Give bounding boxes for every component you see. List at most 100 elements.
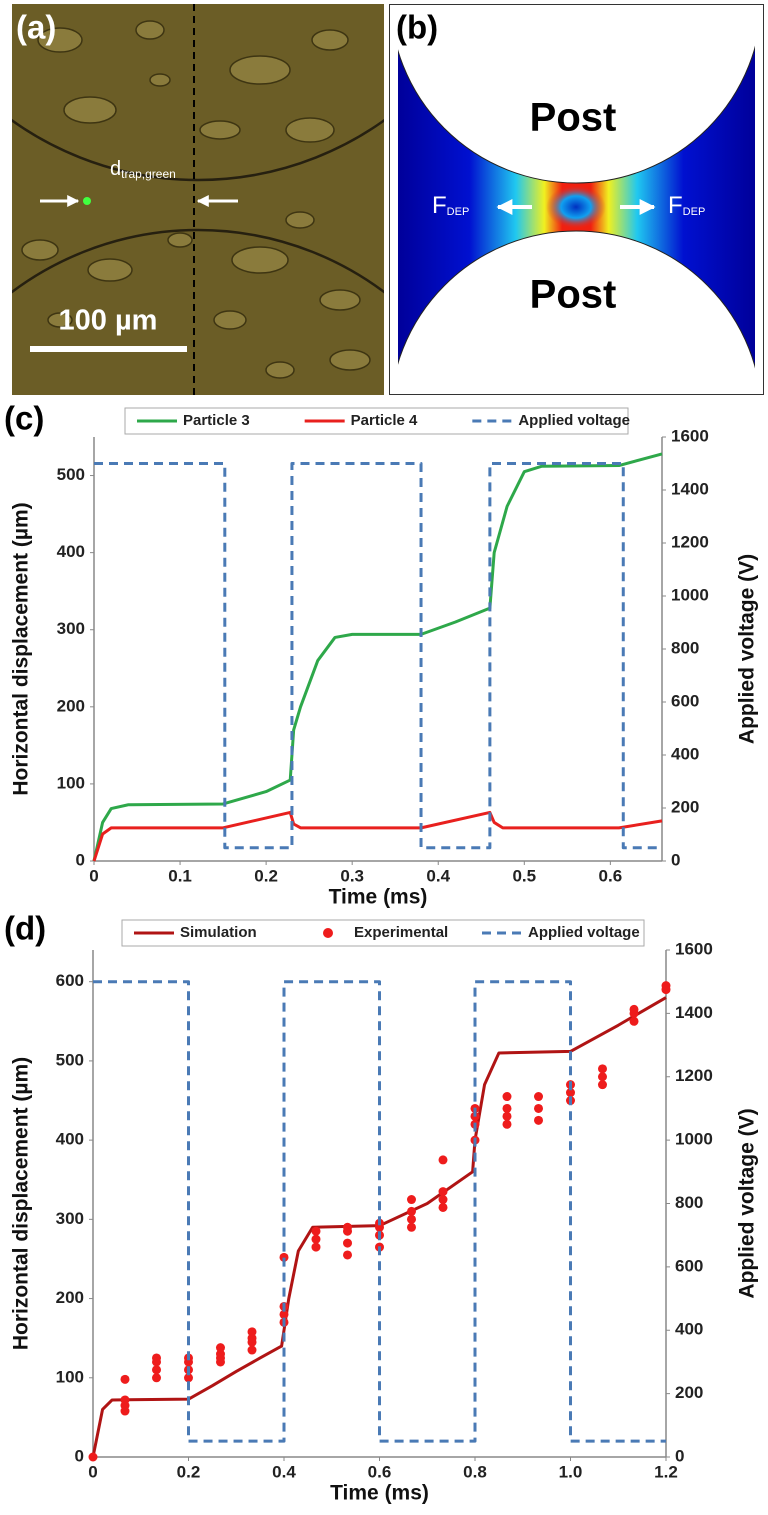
panel-label: (b) bbox=[396, 9, 438, 46]
y2-tick-label: 800 bbox=[671, 638, 699, 657]
data-point bbox=[502, 1103, 512, 1113]
data-point bbox=[152, 1373, 162, 1383]
data-point bbox=[566, 1088, 575, 1098]
data-point bbox=[215, 1343, 225, 1353]
scale-bar bbox=[30, 346, 187, 352]
data-point bbox=[438, 1202, 448, 1212]
x-tick-label: 1.2 bbox=[654, 1462, 678, 1481]
panel-label: (d) bbox=[4, 910, 46, 947]
y2-tick-label: 1200 bbox=[675, 1066, 713, 1085]
data-point bbox=[247, 1345, 257, 1355]
y-tick-label: 500 bbox=[57, 465, 85, 484]
data-point bbox=[247, 1327, 257, 1337]
data-point bbox=[438, 1195, 448, 1205]
particle bbox=[83, 197, 91, 205]
data-point bbox=[597, 1072, 607, 1082]
data-point bbox=[311, 1234, 321, 1244]
data-point bbox=[534, 1115, 544, 1125]
y-axis-title: Horizontal displacement (µm) bbox=[10, 502, 33, 795]
y2-tick-label: 1200 bbox=[671, 532, 709, 551]
y2-tick-label: 800 bbox=[675, 1193, 703, 1212]
data-point bbox=[502, 1092, 512, 1102]
data-point bbox=[311, 1242, 321, 1252]
data-point bbox=[629, 1004, 639, 1014]
x-tick-label: 0.2 bbox=[177, 1462, 201, 1481]
x-tick-label: 0.4 bbox=[426, 866, 450, 885]
legend-label: Applied voltage bbox=[528, 924, 640, 941]
data-point bbox=[343, 1222, 353, 1232]
series-line bbox=[92, 810, 663, 862]
x-axis-title: Time (ms) bbox=[329, 886, 428, 909]
data-point bbox=[343, 1250, 353, 1260]
x-axis-title: Time (ms) bbox=[330, 1482, 429, 1505]
post-label: Post bbox=[530, 96, 617, 140]
y2-tick-label: 0 bbox=[671, 850, 680, 869]
data-point bbox=[406, 1214, 416, 1224]
subscript: DEP bbox=[447, 206, 470, 218]
y-tick-label: 200 bbox=[57, 696, 85, 715]
data-point bbox=[406, 1222, 416, 1232]
y2-tick-label: 600 bbox=[671, 691, 699, 710]
data-point bbox=[88, 1452, 98, 1462]
scale-label: 100 µm bbox=[59, 305, 158, 337]
data-point bbox=[406, 1206, 416, 1216]
y-tick-label: 500 bbox=[56, 1050, 84, 1069]
y-tick-label: 200 bbox=[56, 1288, 84, 1307]
y2-axis-title: Applied voltage (V) bbox=[736, 554, 759, 744]
data-point bbox=[406, 1195, 416, 1205]
data-point bbox=[279, 1309, 289, 1319]
legend-box bbox=[124, 407, 629, 435]
data-point bbox=[152, 1353, 162, 1363]
x-tick-label: 0.5 bbox=[512, 866, 536, 885]
panel-label: (a) bbox=[16, 9, 56, 46]
y-tick-label: 0 bbox=[76, 850, 85, 869]
x-tick-label: 0.2 bbox=[254, 866, 278, 885]
data-point bbox=[279, 1252, 289, 1262]
y-tick-label: 0 bbox=[75, 1446, 84, 1465]
data-point bbox=[597, 1080, 607, 1090]
legend-swatch bbox=[323, 928, 333, 938]
field-spot bbox=[546, 185, 606, 229]
post-outline bbox=[12, 228, 384, 294]
y2-tick-label: 200 bbox=[675, 1383, 703, 1402]
x-tick-label: 0.6 bbox=[599, 866, 623, 885]
data-point bbox=[152, 1365, 162, 1375]
y-tick-label: 300 bbox=[56, 1209, 84, 1228]
y2-tick-label: 1400 bbox=[671, 479, 709, 498]
data-point bbox=[661, 981, 671, 991]
data-point bbox=[534, 1103, 544, 1113]
series-line bbox=[92, 452, 663, 862]
data-point bbox=[534, 1092, 544, 1102]
subscript: trap,green bbox=[121, 167, 176, 181]
y2-tick-label: 400 bbox=[675, 1320, 703, 1339]
data-point bbox=[597, 1064, 607, 1074]
x-tick-label: 0.8 bbox=[463, 1462, 487, 1481]
y-tick-label: 100 bbox=[57, 773, 85, 792]
post-label: Post bbox=[530, 273, 617, 317]
data-point bbox=[502, 1119, 512, 1129]
legend-label: Particle 4 bbox=[351, 412, 418, 429]
post bbox=[390, 230, 762, 394]
y2-tick-label: 400 bbox=[671, 744, 699, 763]
subscript: DEP bbox=[683, 206, 706, 218]
legend-label: Applied voltage bbox=[518, 412, 630, 429]
legend-label: Particle 3 bbox=[183, 412, 250, 429]
x-tick-label: 0.6 bbox=[368, 1462, 392, 1481]
margin bbox=[390, 5, 398, 394]
data-point bbox=[184, 1373, 193, 1383]
series-line bbox=[94, 462, 662, 850]
data-point bbox=[247, 1333, 257, 1343]
y-tick-label: 400 bbox=[56, 1130, 84, 1149]
legend-label: Experimental bbox=[354, 924, 448, 941]
y-tick-label: 400 bbox=[57, 542, 85, 561]
y2-tick-label: 1000 bbox=[675, 1130, 713, 1149]
y2-tick-label: 1000 bbox=[671, 585, 709, 604]
y2-tick-label: 200 bbox=[671, 797, 699, 816]
data-point bbox=[502, 1111, 512, 1121]
x-tick-label: 1.0 bbox=[559, 1462, 583, 1481]
force-label: FDEP bbox=[668, 192, 705, 219]
y-tick-label: 300 bbox=[57, 619, 85, 638]
data-point bbox=[438, 1187, 448, 1197]
x-tick-label: 0.1 bbox=[168, 866, 192, 885]
